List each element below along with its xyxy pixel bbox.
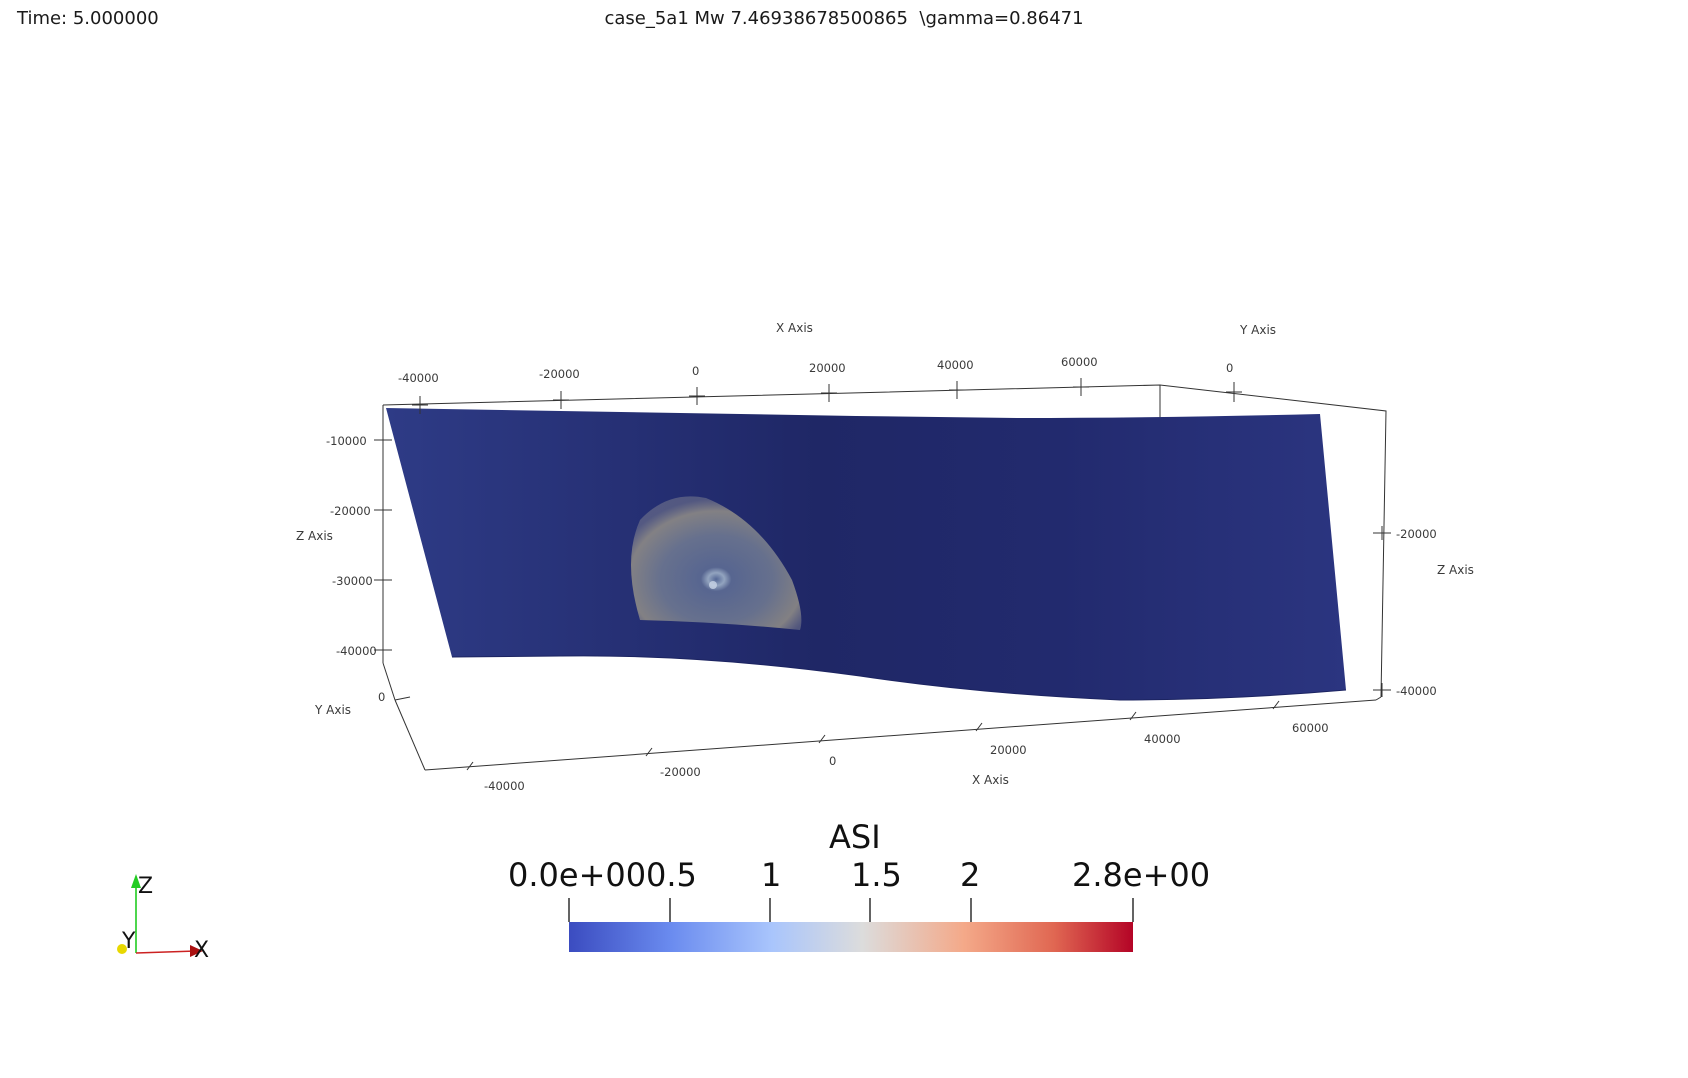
colorbar-tickmarks <box>568 898 1134 922</box>
fault-surface <box>386 408 1346 700</box>
bottom-x-tick-label: 20000 <box>990 743 1027 757</box>
x-axis-arrow <box>135 950 197 954</box>
left-z-tickmarks <box>374 433 411 701</box>
top-x-tick-label: 60000 <box>1061 355 1098 369</box>
z-arrow-head-icon <box>131 874 141 888</box>
top-x-axis-title: X Axis <box>776 321 813 335</box>
right-z-tick-label: -40000 <box>1396 684 1437 698</box>
colorbar-tick-label: 1.5 <box>851 856 902 894</box>
top-x-tick-label: 0 <box>692 364 699 378</box>
colorbar-tick-label: 0.5 <box>646 856 697 894</box>
hypocenter-marker <box>709 581 717 589</box>
colorbar-tick-label: 0.0e+00 <box>508 856 646 894</box>
x-arrow-head-icon <box>190 945 203 957</box>
colorbar-tick-label: 1 <box>761 856 781 894</box>
y-axis-marker-icon <box>117 944 127 954</box>
left-y-axis-title: Y Axis <box>314 703 351 717</box>
top-x-tick-label: 40000 <box>937 358 974 372</box>
bounding-box <box>382 384 1387 771</box>
colorbar-title: ASI <box>829 818 881 856</box>
left-z-axis-title: Z Axis <box>296 529 333 543</box>
triad-x-label: X <box>194 938 209 963</box>
triad-z-label: Z <box>138 874 153 899</box>
rupture-patch <box>631 496 802 630</box>
colorbar-tick-label: 2 <box>960 856 980 894</box>
plot-title: case_5a1 Mw 7.46938678500865 \gamma=0.86… <box>604 8 1084 29</box>
left-z-tick-label: -10000 <box>326 434 367 448</box>
bottom-x-tick-label: 60000 <box>1292 721 1329 735</box>
top-x-tickmarks <box>412 378 1242 414</box>
right-z-axis-title: Z Axis <box>1437 563 1474 577</box>
left-y-tick-label: 0 <box>378 690 385 704</box>
bottom-x-tick-label: 0 <box>829 754 836 768</box>
box-edge <box>394 699 426 771</box>
bottom-x-tick-label: -40000 <box>484 779 525 793</box>
colorbar-gradient <box>569 922 1133 952</box>
top-x-tick-label: 20000 <box>809 361 846 375</box>
top-x-tick-label: -40000 <box>398 371 439 385</box>
right-z-tickmarks <box>1373 526 1391 697</box>
bottom-x-axis-title: X Axis <box>972 773 1009 787</box>
time-label: Time: 5.000000 <box>17 8 159 29</box>
box-back-edge <box>382 384 1387 698</box>
top-x-tick-label: -20000 <box>539 367 580 381</box>
box-edge <box>382 662 396 701</box>
left-z-tick-label: -30000 <box>332 574 373 588</box>
box-edge <box>424 699 1377 771</box>
triad-y-label: Y <box>121 929 136 954</box>
right-z-tick-label: -20000 <box>1396 527 1437 541</box>
box-edge <box>1375 696 1382 701</box>
top-y-axis-title: Y Axis <box>1239 323 1276 337</box>
bottom-x-tick-label: 40000 <box>1144 732 1181 746</box>
orientation-triad[interactable]: Z Y X <box>117 874 209 963</box>
color-legend: ASI 0.0e+00 0.5 1 1.5 2 2.8e+00 <box>508 818 1210 952</box>
colorbar-tick-label: 2.8e+00 <box>1072 856 1210 894</box>
left-z-tick-label: -40000 <box>336 644 377 658</box>
bottom-x-tick-label: -20000 <box>660 765 701 779</box>
surface-edge <box>451 655 1347 701</box>
left-z-tick-label: -20000 <box>330 504 371 518</box>
top-y-tick-label: 0 <box>1226 361 1233 375</box>
bottom-x-tickmarks <box>466 700 1280 771</box>
